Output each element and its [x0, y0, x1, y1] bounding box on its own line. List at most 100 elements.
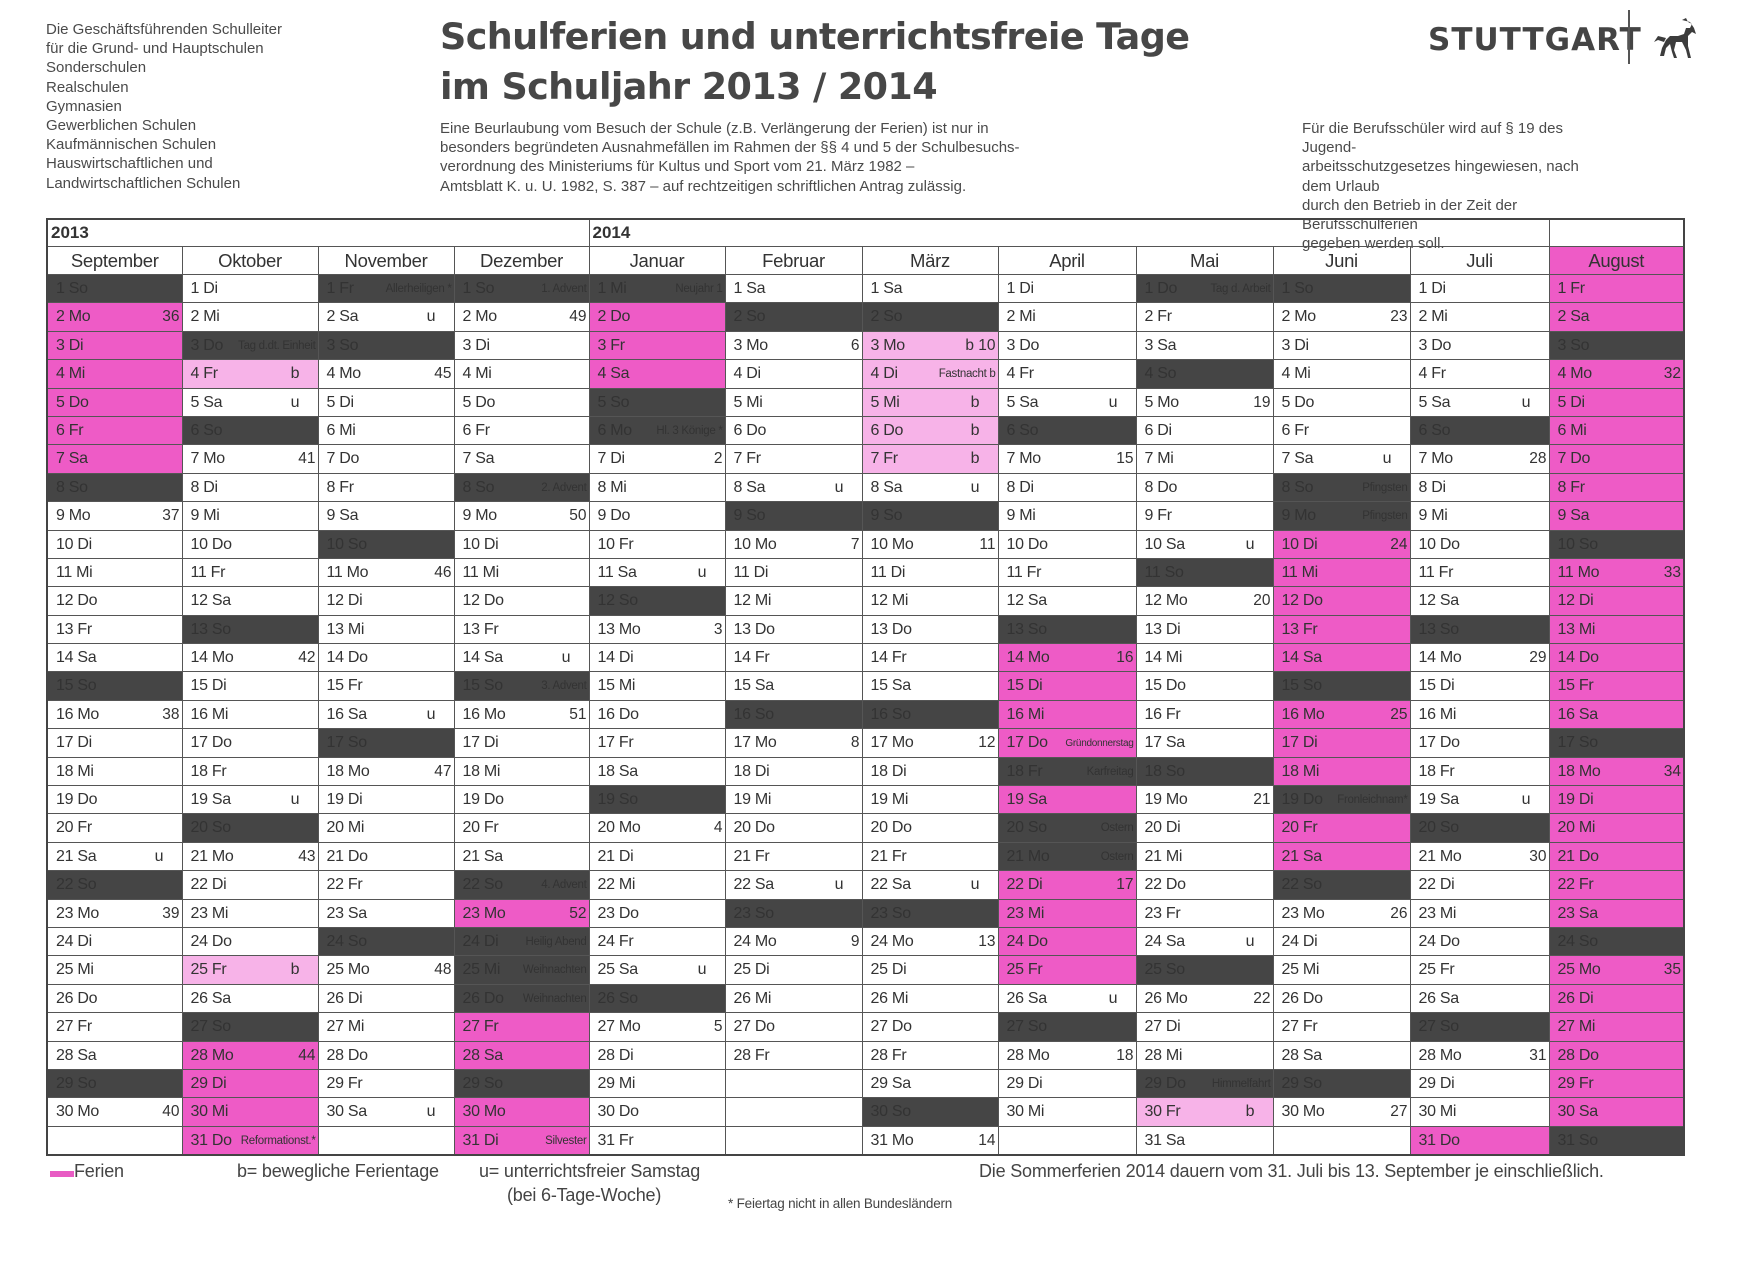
day-cell: 1 Di	[1409, 273, 1550, 304]
day-label: 30 Do	[597, 1103, 640, 1121]
week-number: 43	[298, 847, 316, 865]
day-cell: 26 Sa	[1409, 983, 1550, 1014]
day-label: 18 Di	[733, 762, 770, 780]
day-cell: 24 Do	[997, 926, 1137, 957]
day-label: 28 Do	[326, 1046, 369, 1064]
day-cell: 27 Di	[1135, 1012, 1274, 1042]
day-label: 22 Di	[190, 876, 227, 894]
day-label: 1 So	[56, 280, 88, 297]
day-label: 16 Mi	[1006, 705, 1045, 723]
week-number: 24	[1390, 535, 1408, 553]
day-cell: 23 Mi	[1409, 898, 1550, 928]
day-label: 22 Sa	[733, 876, 775, 894]
day-cell: 29 Fr	[1548, 1068, 1685, 1099]
day-cell: 11 Mi	[1272, 557, 1411, 588]
day-cell: 28 Sa	[453, 1040, 590, 1070]
day-note: Pfingsten	[1362, 510, 1408, 523]
day-label: 6 Mi	[326, 421, 356, 439]
day-label: 24 Do	[190, 932, 233, 950]
day-cell: 7 Mo 41	[181, 444, 319, 474]
day-cell: 3 Sa	[1135, 330, 1274, 361]
day-label: 1 Sa	[870, 280, 903, 297]
day-label: 15 Fr	[1557, 677, 1594, 695]
calendar-row: 23 Mo 39 23 Mi 23 Sa 23 Mo 52 23 Do 23 So 23 So 2…	[46, 898, 1685, 928]
day-cell: 7 Mo 15	[997, 444, 1137, 474]
day-label: 18 Mi	[1281, 762, 1320, 780]
day-cell: 31 Sa	[1135, 1125, 1274, 1156]
month-header-juni: Juni	[1272, 246, 1411, 275]
horse-icon	[1654, 18, 1696, 58]
day-note: Weihnachten	[522, 992, 587, 1005]
day-cell: 9 So	[861, 501, 999, 531]
day-cell: 26 So	[588, 983, 726, 1014]
calendar-row: 7 Sa 7 Mo 41 7 Do 7 Sa 7 Di 2 7 Fr 7 Fr b 7 Mo 15 7 …	[46, 444, 1685, 474]
day-cell: 11 Mi	[46, 557, 183, 588]
day-cell: 22 Do	[1135, 870, 1274, 900]
day-label: 27 Do	[870, 1018, 913, 1036]
day-note: 3. Advent	[541, 680, 587, 693]
day-label: 13 Do	[733, 620, 776, 638]
day-label: 2 Mi	[1006, 308, 1036, 326]
addressee-line: Die Geschäftsführenden Schulleiter	[46, 21, 282, 38]
day-label: 1 Do	[1144, 280, 1178, 297]
day-cell: 17 Do Gründonnerstag	[997, 728, 1137, 758]
day-cell: 16 Mi	[181, 699, 319, 730]
day-label: 13 Do	[870, 620, 913, 638]
week-number: 4	[713, 819, 723, 837]
day-cell: 3 Fr	[588, 330, 726, 361]
day-label: 7 Fr	[870, 450, 899, 468]
day-label: 9 Mi	[1418, 507, 1448, 525]
day-cell: 19 Mo 21	[1135, 785, 1274, 815]
day-cell: 31 Di Silvester	[453, 1125, 590, 1156]
day-cell: 1 So	[1272, 273, 1411, 304]
day-label: 8 Fr	[1557, 478, 1586, 496]
day-label: 31 So	[1557, 1131, 1599, 1149]
day-note: Ostern	[1100, 822, 1134, 835]
day-label: 31 Mo	[870, 1131, 914, 1149]
day-label: 31 Di	[462, 1131, 499, 1149]
day-cell: 12 Do	[453, 586, 590, 616]
day-cell: 21 Do	[317, 841, 455, 872]
day-flag: b	[970, 421, 980, 439]
day-cell: 20 So	[1409, 813, 1550, 843]
day-label: 21 Do	[1557, 847, 1600, 865]
day-flag: u	[697, 961, 707, 979]
day-label: 13 Fr	[462, 620, 499, 638]
day-cell: 10 Mo 11	[861, 529, 999, 559]
day-label: 5 Sa	[1418, 393, 1451, 411]
day-label: 1 Fr	[1557, 280, 1586, 297]
day-label: 9 So	[733, 507, 766, 525]
day-note: Fastnacht b	[938, 368, 996, 381]
day-cell: 9 Sa	[317, 501, 455, 531]
day-label: 18 Mo	[1557, 762, 1601, 780]
day-cell: 7 Do	[317, 444, 455, 474]
day-label: 15 Sa	[870, 677, 912, 695]
day-label: 17 Mo	[870, 734, 914, 752]
day-label: 12 Do	[1281, 592, 1324, 610]
day-cell: 28 Fr	[724, 1040, 863, 1070]
day-label: 16 Mi	[190, 705, 229, 723]
day-label: 24 Mo	[733, 932, 777, 950]
holiday-swatch	[50, 1171, 74, 1177]
day-cell: 18 Fr Karfreitag	[997, 756, 1137, 787]
day-label: 2 Do	[597, 308, 631, 326]
day-cell: 25 So	[1135, 955, 1274, 985]
day-cell: 26 Sa	[181, 983, 319, 1014]
day-cell: 5 Di	[317, 387, 455, 417]
day-label: 10 Do	[1006, 535, 1049, 553]
addressee-line: Gymnasien	[46, 97, 122, 115]
day-label: 12 Di	[326, 592, 363, 610]
day-cell: 21 Mo Ostern	[997, 841, 1137, 872]
day-cell: 17 Sa	[1135, 728, 1274, 758]
day-cell: 12 Di	[317, 586, 455, 616]
day-cell: 10 Di	[46, 529, 183, 559]
day-flag: b	[290, 961, 300, 979]
day-label: 11 Mi	[56, 563, 93, 581]
month-header-juli: Juli	[1409, 246, 1550, 275]
day-cell: 31 Do Reformationst.*	[181, 1125, 319, 1156]
day-label: 17 Di	[56, 734, 92, 752]
day-label: 8 So	[462, 478, 495, 496]
day-label: 14 Sa	[462, 649, 504, 667]
day-cell: 2 Do	[588, 302, 726, 332]
day-label: 26 Do	[462, 989, 505, 1007]
